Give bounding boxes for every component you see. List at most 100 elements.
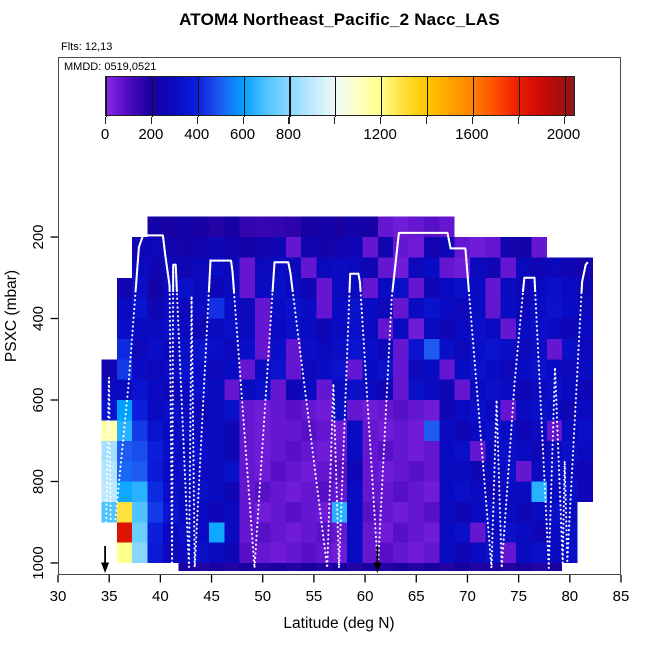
heatmap-cell bbox=[470, 257, 486, 278]
heatmap-cell bbox=[193, 318, 209, 339]
heatmap-cell bbox=[454, 563, 471, 572]
heatmap-cell bbox=[224, 563, 240, 572]
heatmap-cell bbox=[101, 461, 117, 482]
heatmap-cell bbox=[485, 277, 501, 299]
flight-endpoint-arrow-head bbox=[101, 562, 110, 573]
colorbar-divider bbox=[151, 77, 154, 117]
heatmap-cell bbox=[362, 461, 378, 482]
heatmap-cell bbox=[516, 237, 532, 258]
heatmap-cell bbox=[316, 522, 332, 543]
colorbar-divider bbox=[289, 77, 291, 117]
heatmap-cell bbox=[362, 481, 378, 502]
heatmap-cell bbox=[454, 298, 471, 319]
heatmap-cell bbox=[531, 563, 547, 572]
heatmap-cell bbox=[347, 420, 363, 441]
heatmap-cell bbox=[331, 318, 348, 339]
heatmap-cell bbox=[224, 359, 240, 380]
heatmap-cell bbox=[255, 338, 271, 360]
heatmap-cell bbox=[485, 542, 501, 564]
heatmap-cell bbox=[408, 277, 424, 299]
heatmap-cell bbox=[147, 257, 163, 278]
heatmap-cell bbox=[270, 277, 286, 299]
heatmap-cell bbox=[147, 359, 163, 380]
heatmap-cell bbox=[224, 298, 240, 319]
heatmap-cell bbox=[132, 522, 148, 543]
heatmap-cell bbox=[178, 542, 194, 564]
heatmap-cell bbox=[178, 277, 194, 299]
heatmap-cell bbox=[377, 522, 394, 543]
heatmap-cell bbox=[178, 501, 194, 523]
heatmap-cell bbox=[301, 420, 317, 441]
heatmap-cell bbox=[408, 257, 424, 278]
heatmap-cell bbox=[393, 216, 409, 238]
heatmap-cell bbox=[270, 440, 286, 462]
heatmap-cell bbox=[577, 379, 593, 401]
heatmap-cell bbox=[270, 318, 286, 339]
flights-annotation: Flts: 12,13 bbox=[61, 41, 113, 53]
flight-track-layer bbox=[104, 231, 589, 569]
heatmap-cell bbox=[516, 400, 532, 421]
heatmap-cell bbox=[178, 359, 194, 380]
colorbar-tick-label: 400 bbox=[184, 126, 210, 143]
heatmap-cell bbox=[408, 420, 424, 441]
heatmap-cell bbox=[193, 338, 209, 360]
x-axis-tick-label: 70 bbox=[459, 588, 476, 605]
colorbar-tick bbox=[425, 117, 428, 124]
heatmap-cell bbox=[362, 420, 378, 441]
heatmap-cell bbox=[562, 542, 578, 564]
heatmap-cell bbox=[362, 338, 378, 360]
heatmap-cell bbox=[316, 318, 332, 339]
heatmap-layer bbox=[101, 216, 593, 572]
heatmap-cell bbox=[454, 542, 471, 564]
heatmap-cell bbox=[516, 379, 532, 401]
heatmap-cell bbox=[408, 379, 424, 401]
x-axis-tick-label: 50 bbox=[254, 588, 271, 605]
heatmap-cell bbox=[178, 338, 194, 360]
heatmap-cell bbox=[439, 359, 455, 380]
heatmap-cell bbox=[454, 501, 471, 523]
heatmap-cell bbox=[270, 216, 286, 238]
heatmap-cell bbox=[408, 542, 424, 564]
heatmap-cell bbox=[162, 400, 179, 421]
heatmap-cell bbox=[516, 461, 532, 482]
heatmap-cell bbox=[531, 501, 547, 523]
heatmap-cell bbox=[132, 298, 148, 319]
colorbar-tick-label: 1600 bbox=[455, 126, 489, 143]
heatmap-cell bbox=[577, 359, 593, 380]
colorbar-divider bbox=[106, 77, 108, 117]
heatmap-cell bbox=[301, 257, 317, 278]
heatmap-cell bbox=[347, 440, 363, 462]
heatmap-cell bbox=[408, 563, 424, 572]
heatmap-cell bbox=[393, 257, 409, 278]
heatmap-cell bbox=[408, 440, 424, 462]
arrows-layer bbox=[101, 546, 382, 573]
heatmap-cell bbox=[316, 440, 332, 462]
heatmap-cell bbox=[546, 298, 563, 319]
heatmap-cell bbox=[439, 481, 455, 502]
heatmap-cell bbox=[362, 318, 378, 339]
heatmap-cell bbox=[439, 461, 455, 482]
heatmap-cell bbox=[470, 420, 486, 441]
y-axis-title: PSXC (mbar) bbox=[3, 270, 20, 362]
heatmap-cell bbox=[178, 237, 194, 258]
x-axis-tick-label: 65 bbox=[408, 588, 425, 605]
heatmap-cell bbox=[408, 400, 424, 421]
heatmap-cell bbox=[500, 440, 517, 462]
heatmap-cell bbox=[147, 237, 163, 258]
heatmap-cell bbox=[531, 400, 547, 421]
heatmap-cell bbox=[239, 237, 256, 258]
heatmap-cell bbox=[377, 379, 394, 401]
heatmap-cell bbox=[132, 501, 148, 523]
heatmap-cell bbox=[470, 237, 486, 258]
heatmap-cell bbox=[301, 440, 317, 462]
heatmap-cell bbox=[270, 481, 286, 502]
heatmap-cell bbox=[301, 400, 317, 421]
heatmap-cell bbox=[470, 277, 486, 299]
heatmap-cell bbox=[393, 359, 409, 380]
y-axis-tick-label: 800 bbox=[30, 469, 47, 494]
heatmap-cell bbox=[577, 318, 593, 339]
heatmap-cell bbox=[239, 216, 256, 238]
heatmap-cell bbox=[147, 481, 163, 502]
heatmap-cell bbox=[208, 481, 225, 502]
